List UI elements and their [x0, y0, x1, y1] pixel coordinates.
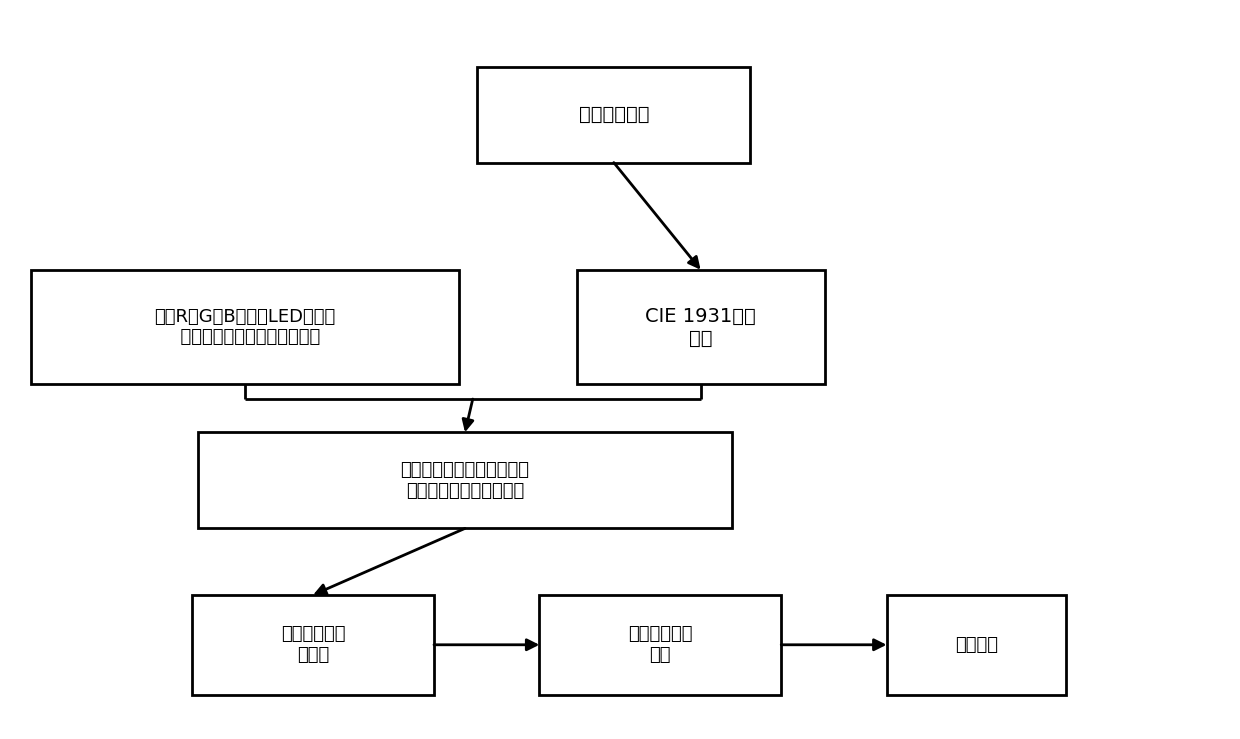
Text: 根据目标色品与绝对三刺激
值的关系建立混光方程组: 根据目标色品与绝对三刺激 值的关系建立混光方程组 — [401, 461, 529, 500]
Text: CIE 1931色品
坐标: CIE 1931色品 坐标 — [645, 307, 756, 347]
FancyBboxPatch shape — [192, 595, 434, 695]
FancyBboxPatch shape — [539, 595, 781, 695]
Text: 测量R、G、B各光色LED在最大
  控制信号值处的绝对三刺激值: 测量R、G、B各光色LED在最大 控制信号值处的绝对三刺激值 — [154, 307, 336, 347]
FancyBboxPatch shape — [887, 595, 1066, 695]
Text: 设定目标色品: 设定目标色品 — [579, 105, 649, 124]
FancyBboxPatch shape — [198, 432, 732, 528]
Text: 归一化亮度匹
配系数: 归一化亮度匹 配系数 — [280, 625, 346, 664]
Text: 最大亮度匹配
系数: 最大亮度匹配 系数 — [627, 625, 693, 664]
FancyBboxPatch shape — [577, 270, 825, 384]
FancyBboxPatch shape — [477, 67, 750, 163]
Text: 最大亮度: 最大亮度 — [955, 636, 998, 654]
FancyBboxPatch shape — [31, 270, 459, 384]
